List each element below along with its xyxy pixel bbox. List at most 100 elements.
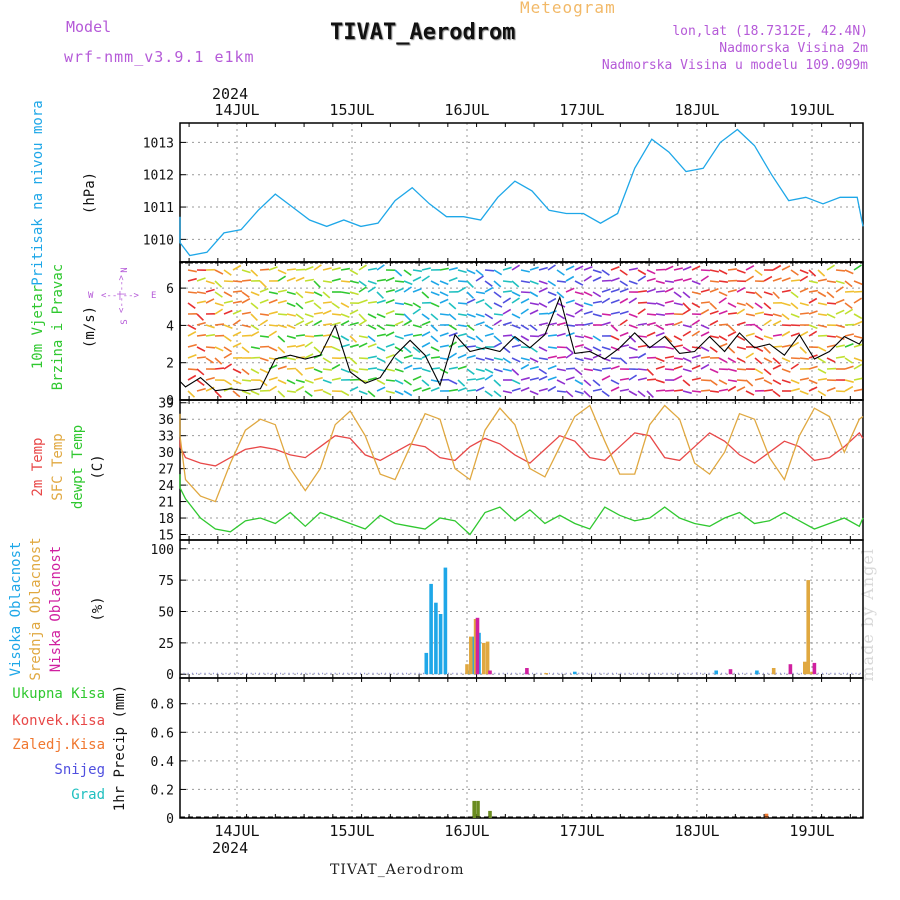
wind-arrow <box>673 320 683 326</box>
cloud-mid-ylabel: Srednja Oblacnost <box>28 537 44 680</box>
wind-arrow <box>376 357 386 363</box>
wind-arrow <box>610 365 620 370</box>
wind-arrow <box>646 390 654 398</box>
wind-arrow <box>367 324 377 330</box>
wind-arrow <box>619 269 628 276</box>
wind-arrow <box>241 324 251 328</box>
wind-arrow <box>367 280 377 285</box>
wind-arrow <box>763 335 773 340</box>
wind-arrow <box>214 323 225 326</box>
wind-arrow <box>502 368 512 372</box>
compass-arrow-v: <--|--> <box>117 274 127 313</box>
wind-arrow <box>673 389 683 392</box>
cloud-high-bar <box>573 671 577 675</box>
wind-arrow <box>799 275 809 282</box>
wind-arrow <box>664 323 675 326</box>
cloud-low-ylabel: Niska Oblacnost <box>48 546 64 672</box>
wind-arrow <box>313 291 323 297</box>
wind-arrow <box>538 332 548 337</box>
wind-arrow <box>826 313 836 319</box>
wind-arrow <box>466 378 476 381</box>
wind-arrow <box>547 264 556 271</box>
wind-arrow <box>673 302 683 306</box>
wind-arrow <box>466 313 476 318</box>
wind-arrow <box>448 313 457 321</box>
wind-arrow <box>646 313 657 316</box>
wind-arrow <box>709 280 719 283</box>
wind-arrow <box>772 291 780 299</box>
wind-arrow <box>565 265 575 271</box>
wind-arrow <box>187 343 197 348</box>
day-label-bottom: 16JUL <box>444 822 489 840</box>
wind-arrow <box>538 346 548 352</box>
wind-arrow <box>610 265 620 271</box>
wind-arrow <box>376 333 386 337</box>
wind-arrow <box>529 346 538 353</box>
wind-arrow <box>709 288 719 293</box>
wind-arrow <box>583 346 593 352</box>
wind-arrow <box>682 346 692 353</box>
wind-arrow <box>583 390 592 398</box>
wind-arrow <box>610 288 620 293</box>
wind-arrow <box>592 368 602 372</box>
wind-arrow <box>403 280 413 286</box>
wind-arrow <box>682 368 692 373</box>
wind-arrow <box>484 313 494 320</box>
wind-arrow <box>340 368 350 373</box>
wind-arrow <box>601 390 610 397</box>
wind-arrow <box>574 379 584 386</box>
wind-arrow <box>385 368 395 372</box>
wind-arrow <box>322 301 332 304</box>
wind-arrow <box>583 335 593 340</box>
wind-arrow <box>340 335 350 342</box>
wind-arrow <box>484 286 494 293</box>
wind-arrow <box>673 335 683 342</box>
y-tick-label: 21 <box>158 496 174 511</box>
wind-arrow <box>574 343 584 348</box>
wind-arrow <box>826 264 836 271</box>
wind-arrow <box>448 352 458 359</box>
wind-arrow <box>763 346 771 354</box>
wind-arrow <box>853 290 864 293</box>
wind-arrow <box>700 269 711 272</box>
wind-arrow <box>259 345 270 348</box>
wind-arrow <box>592 353 602 359</box>
wind-arrow <box>268 324 278 327</box>
wind-arrow <box>304 278 315 282</box>
wind-arrow <box>520 386 530 392</box>
wind-arrow <box>754 311 764 315</box>
wind-arrow <box>304 265 314 271</box>
wind-arrow <box>502 266 512 271</box>
wind-arrow <box>592 379 601 387</box>
wind-arrow <box>844 290 855 293</box>
wind-arrow <box>205 280 215 285</box>
wind-arrow <box>385 299 395 304</box>
wind-arrow <box>754 368 764 375</box>
wind-arrow <box>385 390 395 394</box>
wind-arrow <box>196 313 204 321</box>
wind-arrow <box>781 302 791 307</box>
wind-arrow <box>511 324 521 330</box>
wind-arrow <box>511 387 521 392</box>
cloud-low-bar <box>728 669 733 675</box>
wind-arrow <box>727 385 737 392</box>
wind-arrow <box>709 269 719 273</box>
wind-arrow <box>529 365 539 370</box>
wind-arrow <box>691 354 701 359</box>
wind-arrow <box>493 390 502 398</box>
wind-arrow <box>214 302 224 307</box>
wind-arrow <box>358 280 367 287</box>
wind-arrow <box>322 368 332 371</box>
wind-arrow <box>817 377 828 381</box>
wind-arrow <box>655 324 665 331</box>
wind-arrow <box>592 291 602 298</box>
wind-arrow <box>835 324 845 329</box>
wind-arrow <box>799 269 809 275</box>
wind-arrow <box>592 269 602 274</box>
wind-arrow <box>601 297 611 304</box>
wind-arrow <box>763 389 774 392</box>
wind-arrow <box>196 368 205 376</box>
wind-arrow <box>214 269 224 275</box>
wind-arrow <box>223 291 233 298</box>
wind-arrow <box>637 275 647 282</box>
